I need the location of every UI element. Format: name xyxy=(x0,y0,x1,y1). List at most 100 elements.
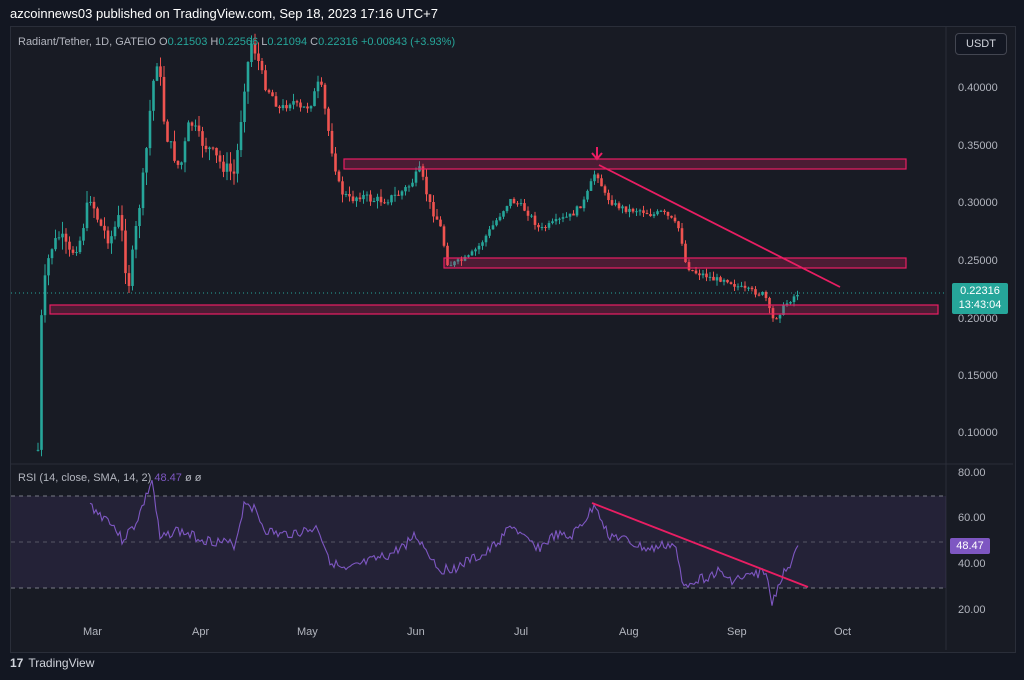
candle-body xyxy=(278,106,281,109)
candle-body xyxy=(57,237,61,239)
candle-body xyxy=(141,172,145,209)
candle-body xyxy=(684,243,687,263)
price-tick: 0.40000 xyxy=(958,82,998,94)
candle-body xyxy=(110,236,113,244)
candle-body xyxy=(92,201,96,209)
last-price-value: 0.22316 xyxy=(960,285,1000,297)
rsi-current-tag: 48.47 xyxy=(950,538,990,554)
price-tick: 0.15000 xyxy=(958,370,998,382)
candle-body xyxy=(208,147,211,150)
symbol-legend[interactable]: Radiant/Tether, 1D, GATEIO O0.21503 H0.2… xyxy=(18,36,455,48)
candle-body xyxy=(267,90,271,93)
candle-body xyxy=(166,121,169,142)
candle-body xyxy=(383,202,386,204)
candle-body xyxy=(722,279,726,282)
candle-body xyxy=(628,208,631,212)
candle-body xyxy=(330,130,334,154)
candle-body xyxy=(498,216,502,221)
rsi-pane[interactable] xyxy=(11,465,946,615)
candle-body xyxy=(180,162,183,165)
tradingview-brand[interactable]: 17 TradingView xyxy=(10,656,94,670)
candle-body xyxy=(586,190,589,200)
candle-body xyxy=(78,240,82,253)
candle-body xyxy=(596,174,600,179)
time-tick: Oct xyxy=(834,626,852,638)
candle-body xyxy=(47,258,50,276)
candle-body xyxy=(617,203,621,209)
candle-body xyxy=(432,202,435,217)
resistance-zone-middle[interactable] xyxy=(443,257,907,269)
low-value: 0.21094 xyxy=(267,36,308,48)
candle-body xyxy=(796,294,799,297)
candle-body xyxy=(680,228,684,244)
candle-body xyxy=(159,66,162,77)
candle-body xyxy=(372,200,376,202)
candle-body xyxy=(365,194,369,196)
candle-body xyxy=(313,91,316,107)
price-tick: 0.35000 xyxy=(958,140,998,152)
candle-body xyxy=(670,215,673,218)
candle-body xyxy=(467,255,470,257)
price-tick: 0.10000 xyxy=(958,427,998,439)
candle-body xyxy=(152,80,155,111)
candle-body xyxy=(509,198,512,207)
candle-body xyxy=(712,276,715,281)
candle-body xyxy=(736,286,740,288)
rsi-extra-2: ø xyxy=(194,472,202,484)
rsi-trendline[interactable] xyxy=(591,502,809,588)
candle-body xyxy=(215,147,218,156)
candle-body xyxy=(621,206,624,209)
candle-body xyxy=(369,194,372,202)
candle-body xyxy=(103,225,106,231)
time-tick: Aug xyxy=(619,626,639,638)
candle-body xyxy=(218,155,222,162)
price-trendline[interactable] xyxy=(598,164,841,288)
resistance-zone-upper[interactable] xyxy=(343,158,907,170)
rsi-tick: 60.00 xyxy=(958,512,986,524)
candle-body xyxy=(523,203,526,211)
candle-body xyxy=(659,210,663,212)
candle-body xyxy=(236,150,239,174)
candle-body xyxy=(733,283,736,287)
time-tick: Jul xyxy=(514,626,529,638)
candle-body xyxy=(302,106,306,108)
candle-body xyxy=(656,211,659,215)
candle-body xyxy=(638,210,642,212)
candle-body xyxy=(124,230,127,274)
candle-body xyxy=(50,249,54,259)
tradingview-logo-icon: 17 xyxy=(10,656,24,670)
rsi-extra-1: ø xyxy=(184,472,192,484)
candle-body xyxy=(505,206,509,212)
candle-body xyxy=(327,108,330,131)
candle-body xyxy=(131,249,134,286)
candle-body xyxy=(785,303,789,305)
candle-body xyxy=(204,145,208,150)
candle-body xyxy=(173,141,176,161)
candle-body xyxy=(323,84,327,109)
candle-body xyxy=(470,251,474,256)
candle-body xyxy=(747,287,750,289)
candle-body xyxy=(460,259,463,261)
candle-body xyxy=(719,277,722,282)
candle-body xyxy=(582,199,586,209)
rsi-legend[interactable]: RSI (14, close, SMA, 14, 2) 48.47 ø ø xyxy=(18,472,201,484)
candle-body xyxy=(589,181,593,191)
candle-body xyxy=(530,215,533,217)
support-zone[interactable] xyxy=(49,304,939,315)
close-label: C xyxy=(310,36,319,48)
candle-body xyxy=(253,43,257,54)
candle-body xyxy=(145,148,148,173)
candle-body xyxy=(435,216,439,220)
candle-body xyxy=(222,161,225,172)
rsi-legend-value: 48.47 xyxy=(154,472,182,484)
currency-button[interactable]: USDT xyxy=(955,33,1007,55)
candle-body xyxy=(421,166,425,177)
candle-body xyxy=(348,193,351,197)
candle-body xyxy=(232,171,236,174)
candle-body xyxy=(715,277,719,281)
candle-body xyxy=(82,228,85,241)
candle-body xyxy=(642,210,645,213)
last-price-tag: 0.22316 13:43:04 xyxy=(952,283,1008,314)
candle-body xyxy=(575,206,579,216)
